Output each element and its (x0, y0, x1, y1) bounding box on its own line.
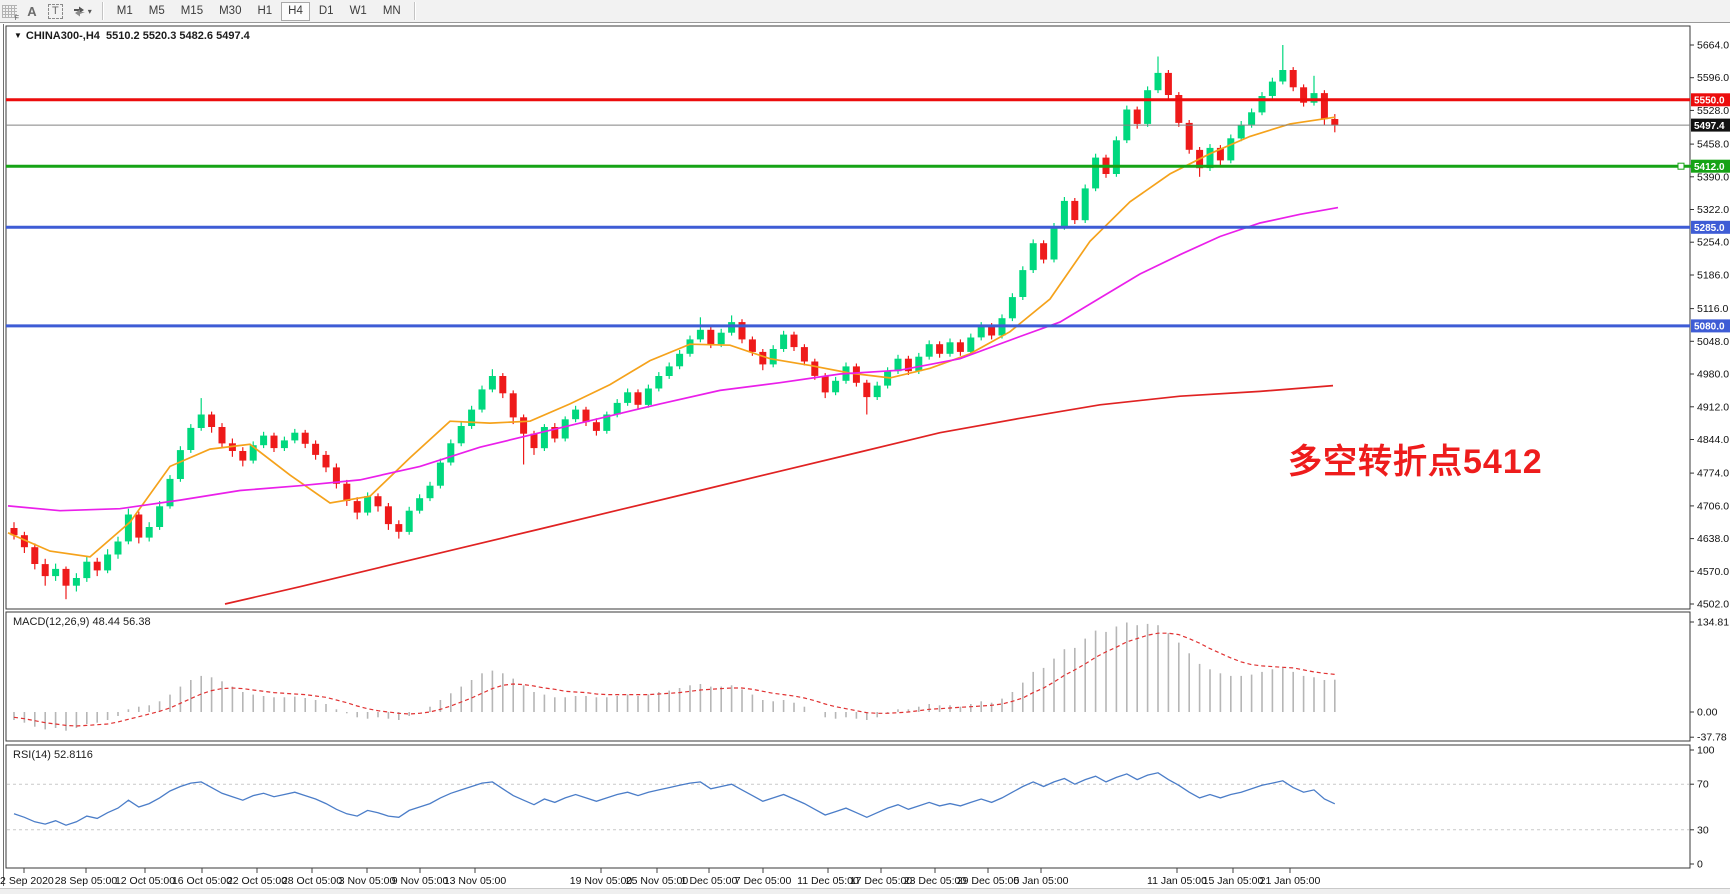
svg-text:15 Jan 05:00: 15 Jan 05:00 (1203, 875, 1264, 887)
svg-text:5254.0: 5254.0 (1697, 237, 1729, 249)
svg-text:4774.0: 4774.0 (1697, 468, 1729, 480)
timeframe-button-mn[interactable]: MN (376, 2, 408, 21)
svg-text:5412.0: 5412.0 (1694, 162, 1725, 173)
svg-text:5550.0: 5550.0 (1694, 96, 1725, 107)
svg-text:5116.0: 5116.0 (1697, 303, 1728, 315)
macd-indicator-label: MACD(12,26,9) 48.44 56.38 (13, 616, 151, 628)
svg-text:0: 0 (1697, 859, 1703, 871)
timeframe-button-m15[interactable]: M15 (174, 2, 210, 21)
svg-text:4638.0: 4638.0 (1697, 533, 1729, 545)
svg-text:4844.0: 4844.0 (1697, 434, 1729, 446)
annotation-text[interactable]: 多空转折点5412 (1288, 443, 1543, 481)
svg-text:12 Oct 05:00: 12 Oct 05:00 (115, 875, 175, 887)
timeframe-button-h4[interactable]: H4 (281, 1, 310, 21)
svg-text:4912.0: 4912.0 (1697, 401, 1729, 413)
swap-arrows-icon[interactable]: ▾ (69, 2, 96, 21)
chevron-down-icon: ▾ (87, 6, 92, 16)
svg-text:70: 70 (1697, 779, 1709, 791)
svg-text:5186.0: 5186.0 (1697, 270, 1729, 282)
svg-text:4980.0: 4980.0 (1697, 369, 1729, 381)
text-label-glyph: T (48, 3, 63, 19)
svg-text:23 Dec 05:00: 23 Dec 05:00 (904, 875, 967, 887)
chart-title-text: CHINA300-,H4 5510.2 5520.3 5482.6 5497.4 (25, 30, 250, 42)
svg-text:11 Dec 05:00: 11 Dec 05:00 (797, 875, 859, 887)
svg-text:5322.0: 5322.0 (1697, 204, 1729, 216)
svg-text:-37.78: -37.78 (1697, 732, 1727, 744)
price-tags: 5550.0 5497.4 5412.0 5285.0 5080.0 (1691, 93, 1730, 333)
svg-text:28 Sep 05:00: 28 Sep 05:00 (55, 875, 118, 887)
svg-text:5497.4: 5497.4 (1694, 121, 1725, 132)
toolbar-separator (101, 2, 104, 20)
window-bottom-edge (0, 888, 1730, 894)
timeframe-button-d1[interactable]: D1 (312, 2, 341, 21)
svg-text:21 Jan 05:00: 21 Jan 05:00 (1260, 875, 1321, 887)
svg-text:17 Dec 05:00: 17 Dec 05:00 (850, 875, 913, 887)
font-icon[interactable]: A (22, 2, 42, 21)
swap-arrows-glyph (73, 6, 85, 16)
svg-text:16 Oct 05:00: 16 Oct 05:00 (172, 875, 232, 887)
svg-text:28 Oct 05:00: 28 Oct 05:00 (282, 875, 342, 887)
toolbar-grip-icon[interactable]: F (2, 4, 19, 22)
svg-text:5528.0: 5528.0 (1697, 105, 1729, 117)
timeframe-button-h1[interactable]: H1 (250, 2, 279, 21)
ma-fast-line (7, 116, 1336, 558)
rsi-indicator-label: RSI(14) 52.8116 (13, 749, 93, 761)
svg-text:5596.0: 5596.0 (1697, 72, 1729, 84)
svg-text:4706.0: 4706.0 (1697, 500, 1729, 512)
svg-text:0.00: 0.00 (1697, 707, 1718, 719)
svg-text:11 Jan 05:00: 11 Jan 05:00 (1147, 875, 1207, 887)
candles (10, 45, 1339, 600)
svg-text:30: 30 (1697, 824, 1709, 836)
window-left-edge (3, 24, 4, 886)
svg-text:22 Oct 05:00: 22 Oct 05:00 (227, 875, 287, 887)
svg-text:5048.0: 5048.0 (1697, 336, 1729, 348)
svg-text:1 Dec 05:00: 1 Dec 05:00 (681, 875, 738, 887)
svg-text:134.81: 134.81 (1697, 617, 1729, 629)
rsi-line (13, 772, 1336, 826)
svg-text:22 Sep 2020: 22 Sep 2020 (0, 875, 54, 887)
chart-title: ▼ CHINA300-,H4 5510.2 5520.3 5482.6 5497.… (14, 30, 250, 42)
svg-text:5285.0: 5285.0 (1694, 223, 1725, 234)
svg-text:3 Nov 05:00: 3 Nov 05:00 (339, 875, 396, 887)
macd-histogram (13, 622, 1336, 731)
text-label-icon[interactable]: T (44, 2, 67, 21)
svg-text:4502.0: 4502.0 (1697, 599, 1729, 611)
price-axis: 5664.0 5596.0 5528.0 5458.0 5390.0 5322.0 5254… (1690, 40, 1729, 871)
line-handle (1677, 162, 1685, 170)
ma-slow-line (224, 384, 1334, 605)
ma-medium-line (7, 206, 1339, 512)
timeframe-button-w1[interactable]: W1 (343, 2, 374, 21)
svg-text:5390.0: 5390.0 (1697, 171, 1729, 183)
svg-text:9 Nov 05:00: 9 Nov 05:00 (392, 875, 449, 887)
svg-text:29 Dec 05:00: 29 Dec 05:00 (957, 875, 1020, 887)
timeframe-button-m30[interactable]: M30 (212, 2, 248, 21)
timeframe-button-m1[interactable]: M1 (110, 2, 140, 21)
svg-text:4570.0: 4570.0 (1697, 566, 1729, 578)
svg-text:7 Dec 05:00: 7 Dec 05:00 (735, 875, 792, 887)
svg-text:5458.0: 5458.0 (1697, 139, 1729, 151)
svg-text:5 Jan 05:00: 5 Jan 05:00 (1014, 875, 1069, 887)
svg-text:5664.0: 5664.0 (1697, 40, 1729, 52)
svg-text:13 Nov 05:00: 13 Nov 05:00 (444, 875, 507, 887)
svg-text:19 Nov 05:00: 19 Nov 05:00 (570, 875, 633, 887)
timeframe-button-m5[interactable]: M5 (142, 2, 172, 21)
toolbar-separator (413, 2, 416, 20)
symbol-dropdown-icon[interactable]: ▼ (14, 31, 22, 40)
svg-text:5080.0: 5080.0 (1694, 322, 1725, 333)
toolbar: F A T ▾ M1 M5 M15 M30 H1 H4 D1 W1 MN (0, 0, 1730, 23)
macd-signal-line (13, 632, 1335, 727)
svg-text:25 Nov 05:00: 25 Nov 05:00 (626, 875, 689, 887)
grid-f-glyph: F (14, 14, 19, 22)
svg-text:100: 100 (1697, 745, 1715, 757)
